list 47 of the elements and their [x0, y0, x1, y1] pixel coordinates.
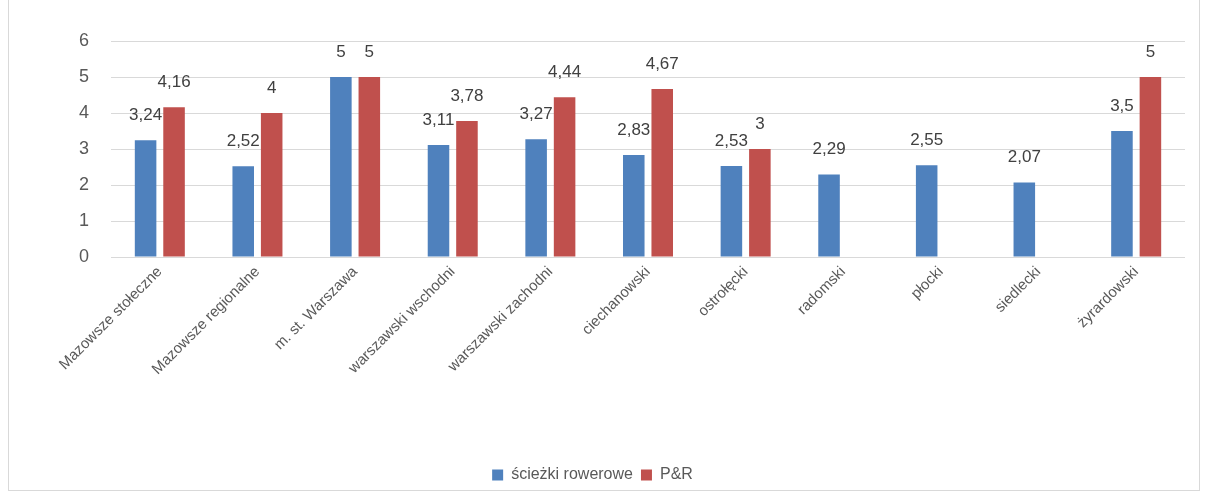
bar: [1139, 77, 1162, 257]
bar: [818, 174, 840, 257]
data-label: 3,24: [129, 105, 163, 125]
bar: [749, 149, 771, 257]
data-label: 5: [1145, 41, 1156, 61]
y-tick-label: 0: [78, 245, 89, 266]
bar: [427, 145, 450, 257]
bar: [651, 88, 673, 257]
data-label: 2,83: [617, 119, 651, 139]
data-label: 5: [364, 41, 375, 61]
data-label: 2,55: [910, 129, 944, 149]
legend-label: ścieżki rowerowe: [511, 465, 634, 483]
data-label: 3,5: [1110, 95, 1134, 115]
data-label: 5: [336, 41, 346, 61]
data-label: 3,78: [450, 85, 484, 105]
bar: [623, 155, 645, 257]
bar: [232, 166, 254, 257]
bar: [1111, 131, 1133, 257]
y-tick-label: 1: [78, 209, 89, 230]
legend-label: P&R: [659, 465, 693, 483]
bar: [358, 77, 381, 257]
bar: [1013, 182, 1036, 257]
data-label: 2,52: [226, 130, 260, 150]
bar: [525, 139, 547, 257]
bar: [134, 140, 157, 257]
data-label: 3,11: [422, 109, 455, 129]
bar: [553, 97, 576, 257]
data-label: 2,53: [714, 130, 748, 150]
data-label: 4,67: [645, 53, 679, 73]
data-label: 2,07: [1007, 147, 1041, 167]
y-tick-label: 4: [78, 101, 89, 122]
data-label: 4,44: [548, 61, 582, 81]
data-label: 4: [266, 77, 277, 97]
bar: [456, 120, 478, 257]
data-label: 3,27: [519, 103, 553, 123]
bar: [330, 77, 352, 257]
bar: [163, 107, 185, 257]
y-tick-label: 3: [78, 137, 89, 158]
y-tick-label: 2: [78, 173, 89, 194]
bar: [915, 165, 938, 257]
data-label: 4,16: [157, 71, 191, 91]
data-label: 2,29: [812, 139, 846, 159]
y-tick-label: 5: [78, 65, 89, 86]
bar: [260, 113, 283, 257]
y-tick-label: 6: [78, 29, 89, 50]
data-label: 3: [755, 113, 765, 133]
bar: [720, 165, 743, 257]
